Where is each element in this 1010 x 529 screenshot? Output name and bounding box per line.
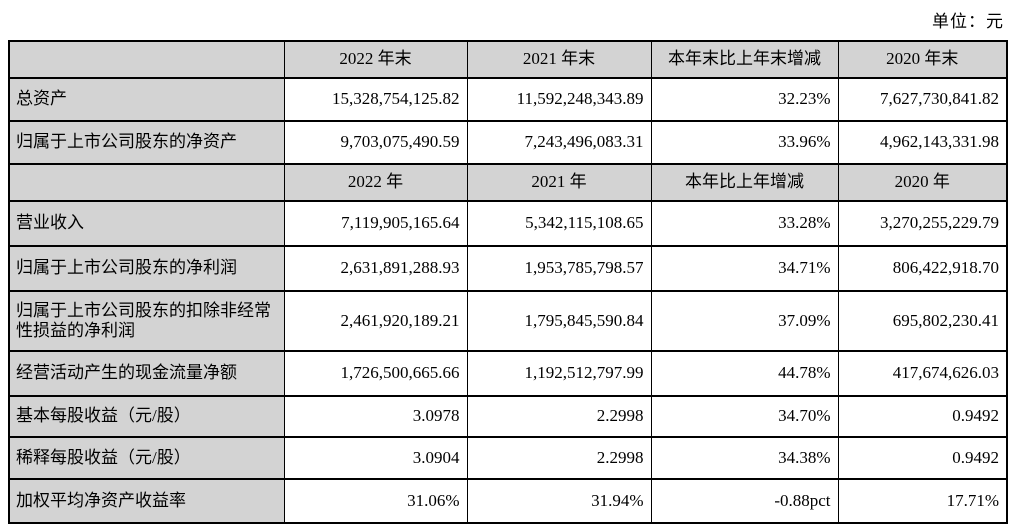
value-cell-2021: 31.94% (466, 478, 652, 524)
unit-label: 单位：元 (932, 12, 1004, 31)
row-label: 加权平均净资产收益率 (8, 478, 285, 524)
value-cell-2021: 2.2998 (466, 436, 652, 480)
header-cell-2022-year: 2022 年 (283, 163, 468, 202)
change-cell: 34.38% (650, 436, 839, 480)
value-cell-2020: 4,962,143,331.98 (837, 120, 1008, 165)
row-label: 稀释每股收益（元/股） (8, 436, 285, 480)
row-label: 归属于上市公司股东的净资产 (8, 120, 285, 165)
value-cell-2022: 15,328,754,125.82 (283, 77, 468, 122)
header-row-year: 2022 年 2021 年 本年比上年增减 2020 年 (8, 163, 1008, 202)
financial-summary-table: 2022 年末 2021 年末 本年末比上年末增减 2020 年末 总资产 15… (8, 40, 1008, 524)
value-cell-2020: 3,270,255,229.79 (837, 200, 1008, 247)
value-cell-2021: 11,592,248,343.89 (466, 77, 652, 122)
table-row-basic-eps: 基本每股收益（元/股） 3.0978 2.2998 34.70% 0.9492 (8, 395, 1008, 438)
value-cell-2021: 1,795,845,590.84 (466, 290, 652, 352)
value-cell-2022: 2,461,920,189.21 (283, 290, 468, 352)
change-cell: 34.71% (650, 245, 839, 292)
table-row-diluted-eps: 稀释每股收益（元/股） 3.0904 2.2998 34.38% 0.9492 (8, 436, 1008, 480)
value-cell-2022: 3.0904 (283, 436, 468, 480)
value-cell-2022: 31.06% (283, 478, 468, 524)
change-cell: 37.09% (650, 290, 839, 352)
header-cell-blank (8, 163, 285, 202)
change-cell: 34.70% (650, 395, 839, 438)
header-cell-yoy-change-year: 本年比上年增减 (650, 163, 839, 202)
table-row-total-assets: 总资产 15,328,754,125.82 11,592,248,343.89 … (8, 77, 1008, 122)
value-cell-2021: 7,243,496,083.31 (466, 120, 652, 165)
header-cell-2021-year-end: 2021 年末 (466, 40, 652, 79)
value-cell-2021: 2.2998 (466, 395, 652, 438)
table-row-net-profit-excl-nonrecurring: 归属于上市公司股东的扣除非经常性损益的净利润 2,461,920,189.21 … (8, 290, 1008, 352)
value-cell-2022: 9,703,075,490.59 (283, 120, 468, 165)
change-cell: 44.78% (650, 350, 839, 397)
value-cell-2020: 0.9492 (837, 395, 1008, 438)
value-cell-2021: 1,192,512,797.99 (466, 350, 652, 397)
table-row-net-assets: 归属于上市公司股东的净资产 9,703,075,490.59 7,243,496… (8, 120, 1008, 165)
value-cell-2021: 5,342,115,108.65 (466, 200, 652, 247)
row-label: 总资产 (8, 77, 285, 122)
table-row-weighted-avg-roe: 加权平均净资产收益率 31.06% 31.94% -0.88pct 17.71% (8, 478, 1008, 524)
header-cell-2020-year-end: 2020 年末 (837, 40, 1008, 79)
header-cell-2020-year: 2020 年 (837, 163, 1008, 202)
row-label: 归属于上市公司股东的扣除非经常性损益的净利润 (8, 290, 285, 352)
change-cell: 32.23% (650, 77, 839, 122)
value-cell-2021: 1,953,785,798.57 (466, 245, 652, 292)
row-label: 归属于上市公司股东的净利润 (8, 245, 285, 292)
table-row-revenue: 营业收入 7,119,905,165.64 5,342,115,108.65 3… (8, 200, 1008, 247)
value-cell-2020: 806,422,918.70 (837, 245, 1008, 292)
table-row-operating-cash-flow: 经营活动产生的现金流量净额 1,726,500,665.66 1,192,512… (8, 350, 1008, 397)
value-cell-2020: 17.71% (837, 478, 1008, 524)
row-label: 营业收入 (8, 200, 285, 247)
change-cell: 33.96% (650, 120, 839, 165)
row-label: 基本每股收益（元/股） (8, 395, 285, 438)
change-cell: -0.88pct (650, 478, 839, 524)
header-row-year-end: 2022 年末 2021 年末 本年末比上年末增减 2020 年末 (8, 40, 1008, 79)
value-cell-2020: 7,627,730,841.82 (837, 77, 1008, 122)
row-label: 经营活动产生的现金流量净额 (8, 350, 285, 397)
value-cell-2022: 3.0978 (283, 395, 468, 438)
table-row-net-profit: 归属于上市公司股东的净利润 2,631,891,288.93 1,953,785… (8, 245, 1008, 292)
header-cell-2022-year-end: 2022 年末 (283, 40, 468, 79)
value-cell-2022: 7,119,905,165.64 (283, 200, 468, 247)
value-cell-2020: 417,674,626.03 (837, 350, 1008, 397)
header-cell-blank (8, 40, 285, 79)
header-cell-2021-year: 2021 年 (466, 163, 652, 202)
header-cell-yoy-change-year-end: 本年末比上年末增减 (650, 40, 839, 79)
value-cell-2022: 1,726,500,665.66 (283, 350, 468, 397)
value-cell-2020: 695,802,230.41 (837, 290, 1008, 352)
value-cell-2022: 2,631,891,288.93 (283, 245, 468, 292)
value-cell-2020: 0.9492 (837, 436, 1008, 480)
change-cell: 33.28% (650, 200, 839, 247)
